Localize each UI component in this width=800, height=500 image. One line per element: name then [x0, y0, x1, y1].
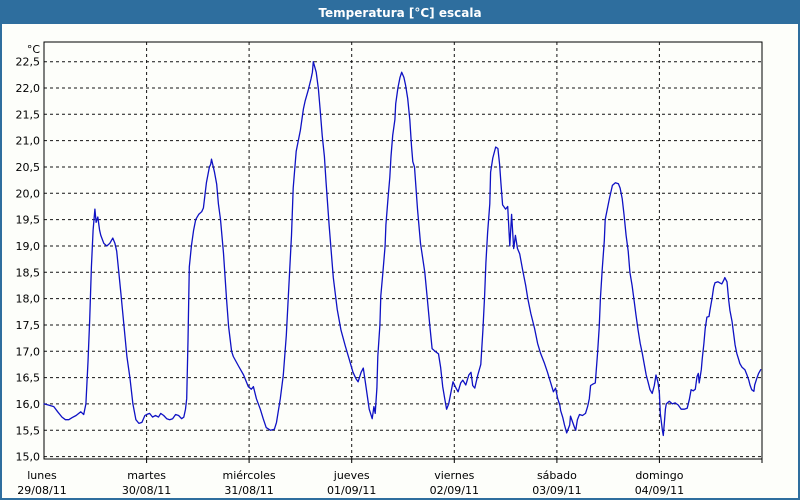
day-date-label: 03/09/11	[532, 484, 581, 497]
title-bar: Temperatura [°C] escala	[2, 2, 798, 24]
svg-text:22,0: 22,0	[16, 82, 41, 95]
day-name-label: miércoles	[223, 469, 276, 482]
day-name-label: domingo	[635, 469, 683, 482]
svg-text:15,0: 15,0	[16, 451, 41, 464]
day-date-label: 04/09/11	[635, 484, 684, 497]
svg-text:22,5: 22,5	[16, 56, 41, 69]
day-date-label: 02/09/11	[430, 484, 479, 497]
svg-text:20,5: 20,5	[16, 161, 41, 174]
svg-text:16,0: 16,0	[16, 398, 41, 411]
gridlines	[44, 42, 762, 459]
day-name-label: lunes	[27, 469, 57, 482]
svg-text:18,0: 18,0	[16, 293, 41, 306]
x-axis-ticks	[146, 459, 763, 463]
day-date-label: 29/08/11	[17, 484, 66, 497]
svg-text:21,0: 21,0	[16, 135, 41, 148]
svg-text:19,0: 19,0	[16, 240, 41, 253]
day-name-label: sábado	[537, 469, 577, 482]
day-date-label: 30/08/11	[122, 484, 171, 497]
svg-text:17,5: 17,5	[16, 319, 41, 332]
svg-text:21,5: 21,5	[16, 108, 41, 121]
svg-text:19,5: 19,5	[16, 214, 41, 227]
svg-text:18,5: 18,5	[16, 266, 41, 279]
day-date-label: 01/09/11	[327, 484, 376, 497]
day-name-label: jueves	[333, 469, 370, 482]
day-date-label: 31/08/11	[224, 484, 273, 497]
svg-text:15,5: 15,5	[16, 424, 41, 437]
svg-text:20,0: 20,0	[16, 187, 41, 200]
svg-text:16,5: 16,5	[16, 372, 41, 385]
temperature-series-line	[43, 61, 762, 437]
celsius-unit-label: °C	[27, 43, 41, 56]
window-title: Temperatura [°C] escala	[318, 6, 482, 20]
plot-border	[43, 41, 763, 460]
day-name-label: martes	[127, 469, 166, 482]
svg-text:17,0: 17,0	[16, 345, 41, 358]
y-axis-labels: °C22,5 22,0 21,5 21,0 20,5 20,0 19,5 19,0 18,5 18…	[16, 43, 41, 464]
x-axis-labels: lunes 29/08/11 martes 30/08/11 miércoles 31/0…	[17, 469, 684, 497]
day-name-label: viernes	[434, 469, 474, 482]
